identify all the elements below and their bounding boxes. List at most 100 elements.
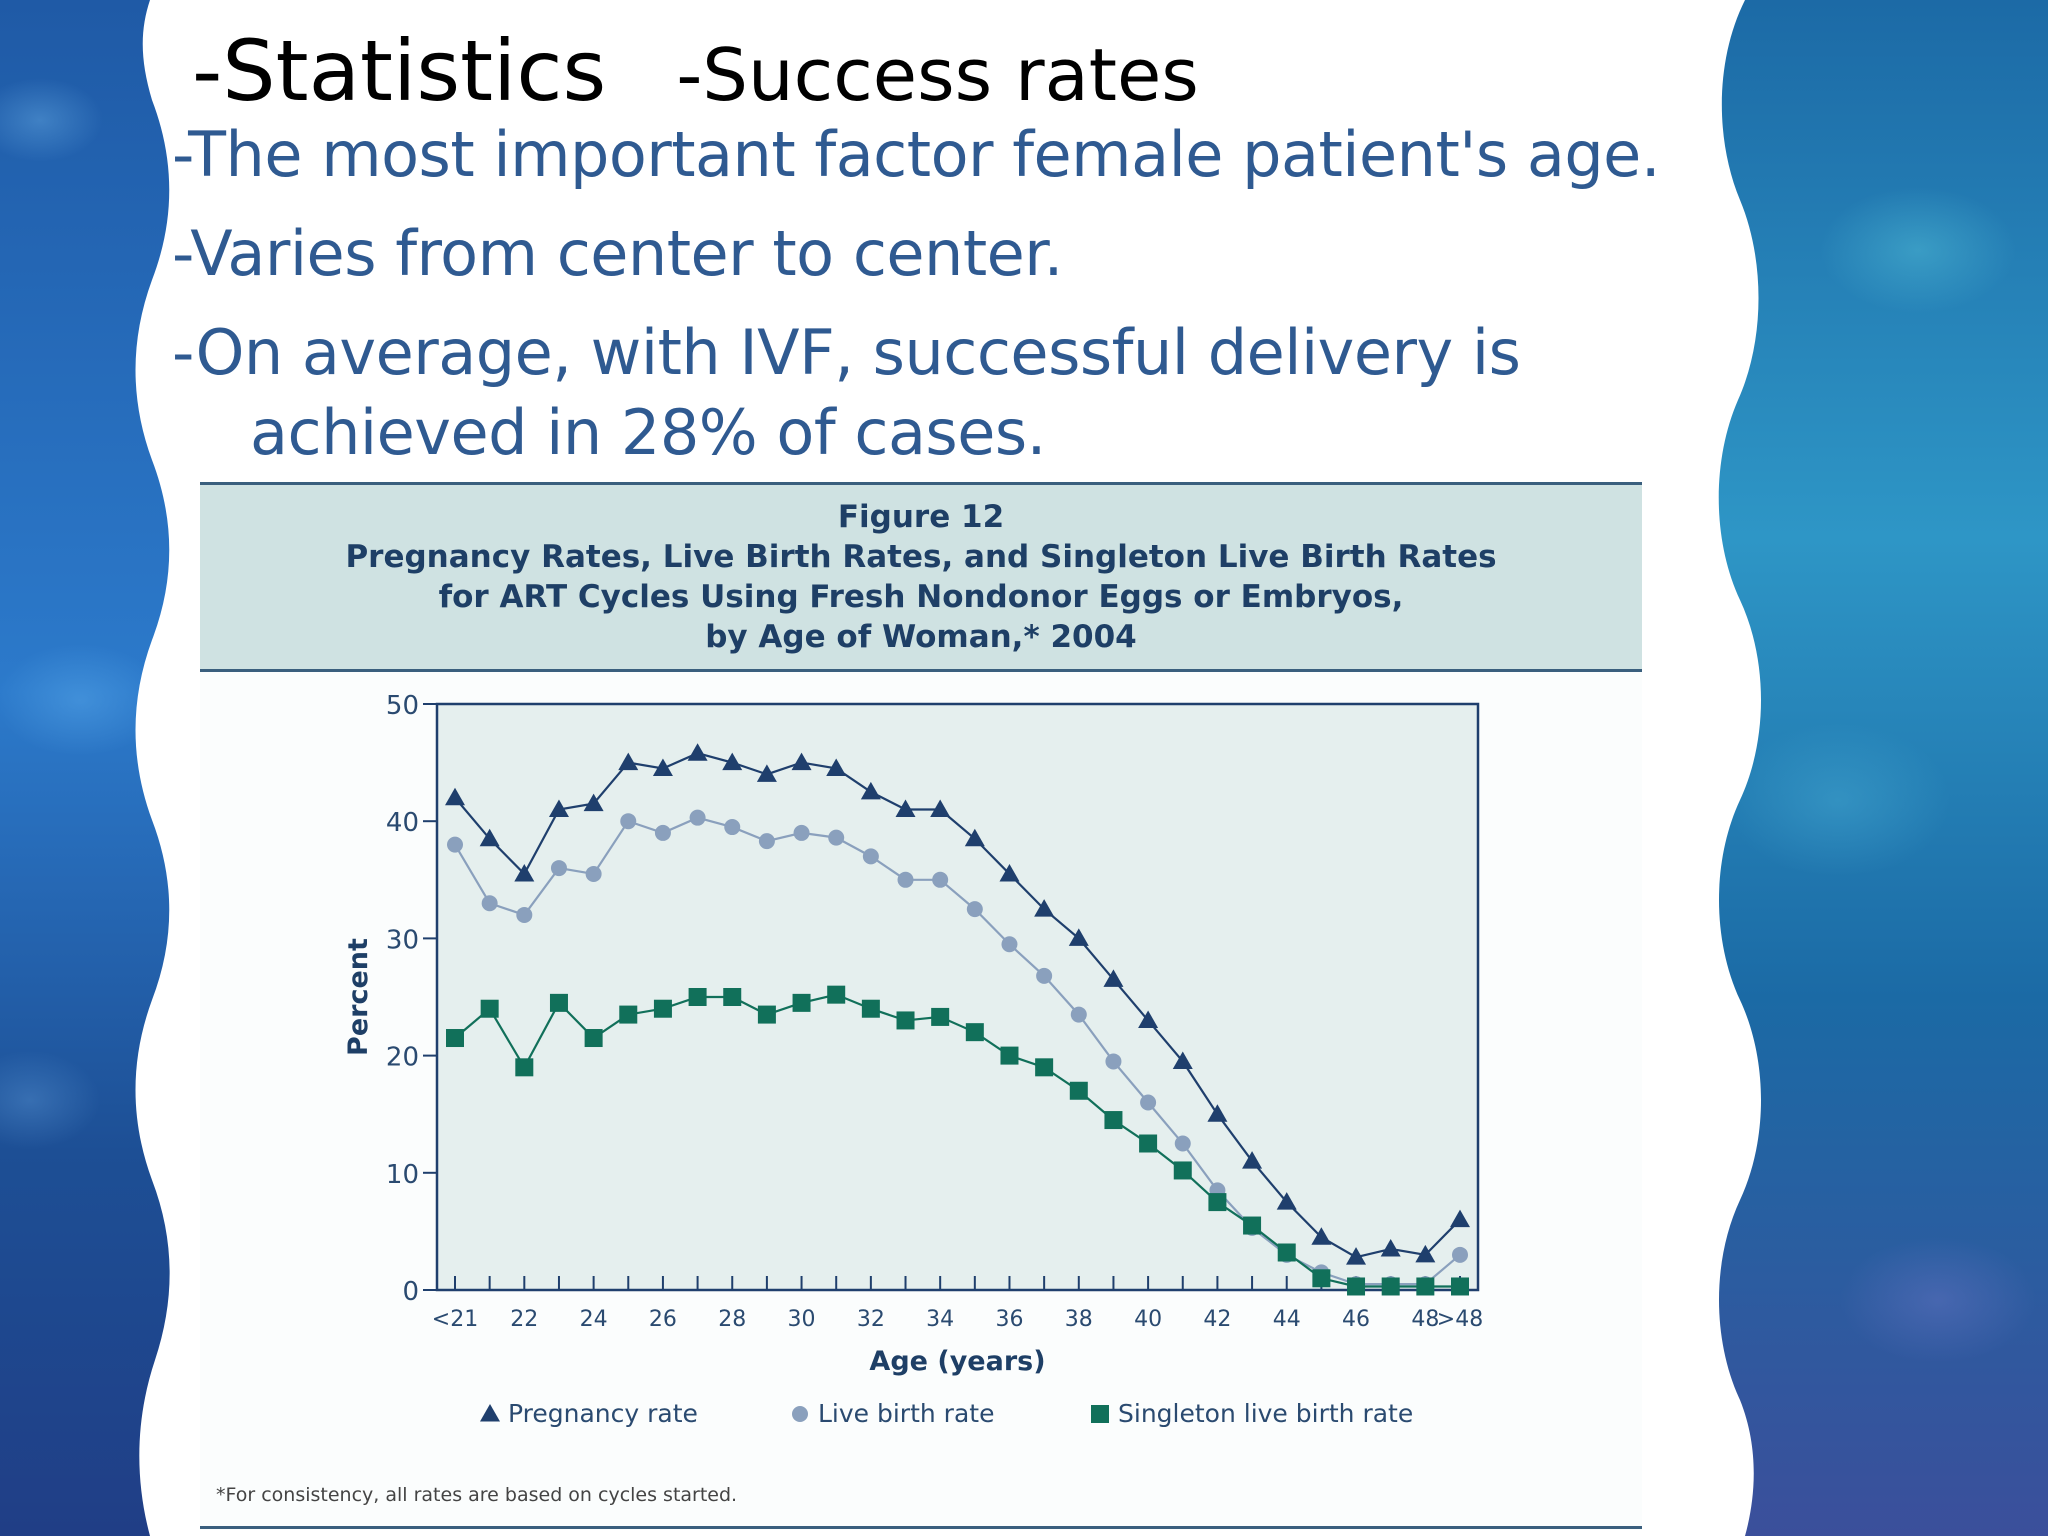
singleton-live-birth-rate-point [619, 1005, 638, 1024]
singleton-live-birth-rate-point [653, 999, 672, 1018]
pregnancy-rate-point [652, 758, 673, 776]
background-right-water [1718, 0, 2048, 1536]
pregnancy-rate-point [999, 863, 1020, 882]
y-tick-label: 10 [386, 1160, 419, 1190]
x-axis-label: Age (years) [869, 1346, 1045, 1377]
x-tick-label: <21 [432, 1307, 478, 1332]
pregnancy-rate-point [548, 799, 569, 817]
bullet-average-continued: achieved in 28% of cases. [250, 396, 1046, 469]
live-birth-rate-point [1174, 1135, 1191, 1152]
x-tick-label: 26 [649, 1307, 677, 1332]
pregnancy-rate-point [1068, 928, 1089, 946]
singleton-live-birth-rate-point [480, 999, 499, 1018]
pregnancy-rate-point [1415, 1244, 1436, 1263]
singleton-live-birth-rate-point [1035, 1058, 1054, 1077]
x-tick-label: 30 [788, 1307, 816, 1332]
figure-bottom-rule [200, 1526, 1642, 1529]
singleton-live-birth-rate-point [1000, 1046, 1019, 1065]
pregnancy-rate-point [964, 828, 985, 847]
y-tick-label: 50 [386, 691, 419, 721]
pregnancy-rate-point [1311, 1227, 1332, 1245]
line-chart: 0 10 20 30 40 50 Percent <21 22 24 26 28 30 32 34 36 38 4… [343, 691, 1483, 1428]
figure-12: Figure 12 Pregnancy Rates, Live Birth Ra… [200, 482, 1642, 1530]
live-birth-rate-point [1452, 1246, 1468, 1263]
live-birth-rate-point [585, 865, 602, 882]
bullet-average: -On average, with IVF, successful delive… [172, 316, 1521, 389]
singleton-live-birth-rate-point [688, 988, 707, 1006]
singleton-live-birth-rate-point [723, 988, 742, 1006]
x-tick-label: 46 [1342, 1307, 1370, 1332]
live-birth-rate-legend-marker [792, 1406, 808, 1422]
singleton-live-birth-rate-point [792, 993, 811, 1012]
pregnancy-rate-point [722, 752, 743, 771]
pregnancy-rate-point [791, 752, 812, 771]
singleton-live-birth-rate-point [896, 1011, 915, 1030]
figure-title-line-3: by Age of Woman,* 2004 [705, 619, 1137, 655]
singleton-live-birth-rate-point [1173, 1161, 1192, 1180]
x-tick-label: 32 [857, 1307, 885, 1332]
live-birth-rate-point [1001, 936, 1018, 953]
x-tick-label: >48 [1437, 1307, 1483, 1332]
live-birth-rate-point [1140, 1094, 1157, 1111]
plot-area [435, 702, 1480, 1292]
y-tick-label: 20 [386, 1043, 419, 1073]
singleton-live-birth-rate-point [1104, 1111, 1123, 1130]
live-birth-rate-point [620, 813, 637, 830]
live-birth-rate-point [550, 860, 567, 877]
figure-number: Figure 12 [837, 499, 1005, 535]
pregnancy-rate-legend-label: Pregnancy rate [508, 1399, 698, 1428]
live-birth-rate-point [897, 871, 914, 888]
x-tick-label: 36 [995, 1307, 1023, 1332]
pregnancy-rate-point [1380, 1238, 1401, 1257]
x-tick-label: 34 [926, 1307, 954, 1332]
pregnancy-rate-point [479, 828, 500, 847]
y-tick-label: 40 [386, 808, 419, 838]
slide-title: -Statistics [192, 22, 607, 120]
pregnancy-rate-point [860, 781, 881, 800]
pregnancy-rate-point [583, 793, 604, 812]
figure-footnote: *For consistency, all rates are based on… [216, 1484, 738, 1506]
pregnancy-rate-point [1450, 1209, 1470, 1228]
live-birth-rate-point [1105, 1053, 1122, 1070]
live-birth-rate-point [1036, 967, 1053, 984]
singleton-live-birth-rate-point [1243, 1216, 1262, 1235]
pregnancy-rate-point [895, 799, 916, 817]
slide-subtitle: -Success rates [676, 33, 1199, 117]
live-birth-rate-point [1070, 1006, 1087, 1023]
singleton-live-birth-rate-point [757, 1005, 776, 1024]
live-birth-rate-point [516, 906, 533, 923]
live-birth-rate-point [481, 895, 498, 912]
singleton-live-birth-rate-point [1069, 1081, 1088, 1100]
singleton-live-birth-rate-legend-label: Singleton live birth rate [1118, 1399, 1413, 1428]
singleton-live-birth-rate-point [1277, 1243, 1296, 1262]
pregnancy-rate-point [1103, 969, 1124, 987]
singleton-live-birth-rate-point [446, 1029, 464, 1048]
singleton-live-birth-rate-point [827, 985, 846, 1004]
singleton-live-birth-rate-point [965, 1023, 984, 1042]
live-birth-rate-legend-label: Live birth rate [818, 1399, 994, 1428]
x-tick-label: 42 [1203, 1307, 1231, 1332]
x-tick-label: 44 [1273, 1307, 1301, 1332]
live-birth-rate-point [932, 871, 949, 888]
live-birth-rate-point [966, 901, 983, 918]
singleton-live-birth-rate-point [1139, 1134, 1158, 1153]
singleton-live-birth-rate-legend-marker [1091, 1405, 1109, 1423]
singleton-live-birth-rate-point [549, 993, 568, 1012]
singleton-live-birth-rate-point [861, 999, 880, 1018]
singleton-live-birth-rate-point [1208, 1193, 1227, 1212]
pregnancy-rate-point [445, 787, 465, 806]
singleton-live-birth-rate-point [1451, 1277, 1469, 1296]
pregnancy-rate-point [1172, 1051, 1193, 1069]
figure-title-line-2: for ART Cycles Using Fresh Nondonor Eggs… [438, 579, 1404, 615]
figure-title-line-1: Pregnancy Rates, Live Birth Rates, and S… [345, 539, 1497, 575]
live-birth-rate-point [862, 848, 879, 865]
live-birth-rate-point [828, 829, 845, 846]
live-birth-rate-point [654, 824, 671, 841]
x-tick-label: 48 [1411, 1307, 1439, 1332]
bullet-age-factor: -The most important factor female patien… [172, 118, 1661, 191]
x-tick-label: 24 [580, 1307, 608, 1332]
singleton-live-birth-rate-point [584, 1029, 603, 1048]
y-tick-label: 0 [402, 1277, 419, 1307]
pregnancy-rate-point [687, 743, 708, 761]
figure-header: Figure 12 Pregnancy Rates, Live Birth Ra… [200, 482, 1642, 672]
